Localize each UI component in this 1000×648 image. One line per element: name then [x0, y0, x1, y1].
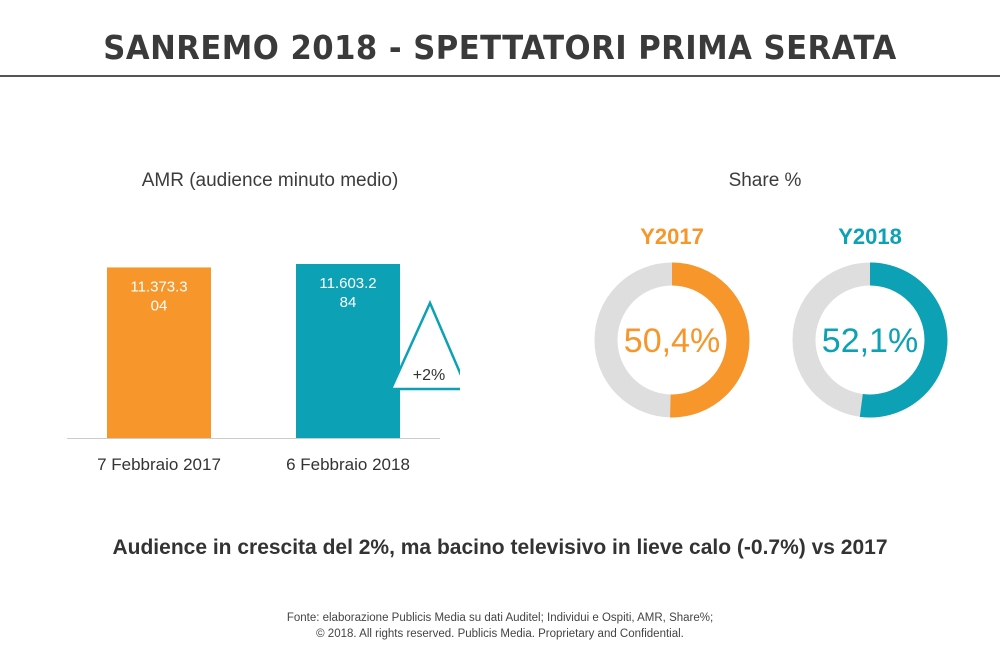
share-section-title: Share % [728, 170, 802, 191]
footer-copyright: © 2018. All rights reserved. Publicis Me… [316, 628, 684, 640]
bar-2 [296, 264, 400, 438]
bar-category-label: 6 Febbraio 2018 [286, 455, 410, 474]
donut-year-label: Y2018 [838, 224, 902, 249]
growth-triangle [389, 299, 460, 391]
donut-year-label: Y2017 [640, 224, 704, 249]
bar-value-label: 84 [340, 294, 357, 311]
bar-value-label: 11.373.3 [130, 278, 187, 295]
title-divider [0, 75, 1000, 77]
footer-source: Fonte: elaborazione Publicis Media su da… [286, 612, 714, 624]
donut-value-label: 52,1% [822, 322, 918, 360]
share-donut-charts: Y2017 50,4% Y2018 52,1% [594, 224, 948, 418]
footer: Fonte: elaborazione Publicis Media su da… [0, 610, 1000, 642]
donut-arc-y2018 [859, 262, 948, 418]
bar-category-label: 7 Febbraio 2017 [97, 455, 221, 474]
bar-1 [107, 267, 211, 438]
bar-value-label: 11.603.2 [319, 275, 376, 292]
donut-value-label: 50,4% [624, 322, 720, 360]
amr-section-title: AMR (audience minuto medio) [141, 170, 399, 191]
amr-bar-chart: 11.373.3 04 7 Febbraio 2017 11.603.2 84 6 Feb… [67, 264, 460, 474]
growth-label: +2% [413, 367, 445, 384]
conclusion-text: Audience in crescita del 2%, ma bacino t… [112, 536, 888, 559]
page-title: SANREMO 2018 - SPETTATORI PRIMA SERATA [103, 28, 897, 67]
bar-value-label: 04 [151, 297, 168, 314]
donut-arc-y2017 [670, 262, 750, 418]
